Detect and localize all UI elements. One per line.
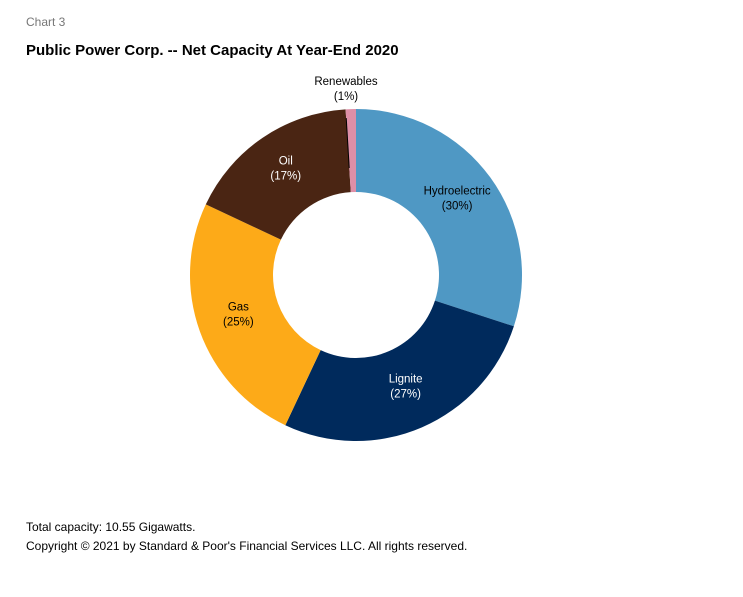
- slice-lignite: [285, 300, 514, 441]
- label-pct-lignite: (27%): [390, 389, 421, 401]
- label-lignite: Lignite: [389, 374, 423, 386]
- slice-labels: Hydroelectric (30%) Lignite (27%) Gas (25%) Oi…: [223, 76, 491, 401]
- copyright-note: Copyright © 2021 by Standard & Poor's Fi…: [26, 539, 468, 553]
- label-renewables: Renewables: [314, 76, 378, 88]
- label-pct-renewables: (1%): [334, 91, 358, 103]
- slice-gas: [189, 204, 321, 426]
- label-hydroelectric: Hydroelectric: [424, 186, 491, 198]
- slice-hydroelectric: [356, 109, 522, 327]
- renewables-leader-line: [345, 118, 350, 169]
- total-capacity-note: Total capacity: 10.55 Gigawatts.: [26, 520, 196, 534]
- label-pct-gas: (25%): [223, 316, 254, 328]
- label-gas: Gas: [228, 301, 249, 313]
- chart-title: Public Power Corp. -- Net Capacity At Ye…: [26, 42, 399, 59]
- chart-number-label: Chart 3: [26, 15, 66, 29]
- label-pct-hydroelectric: (30%): [442, 201, 473, 213]
- slice-oil: [205, 109, 351, 240]
- donut-slices: [189, 109, 522, 441]
- label-oil: Oil: [279, 156, 293, 168]
- label-pct-oil: (17%): [270, 171, 301, 183]
- slice-renewables: [345, 109, 356, 193]
